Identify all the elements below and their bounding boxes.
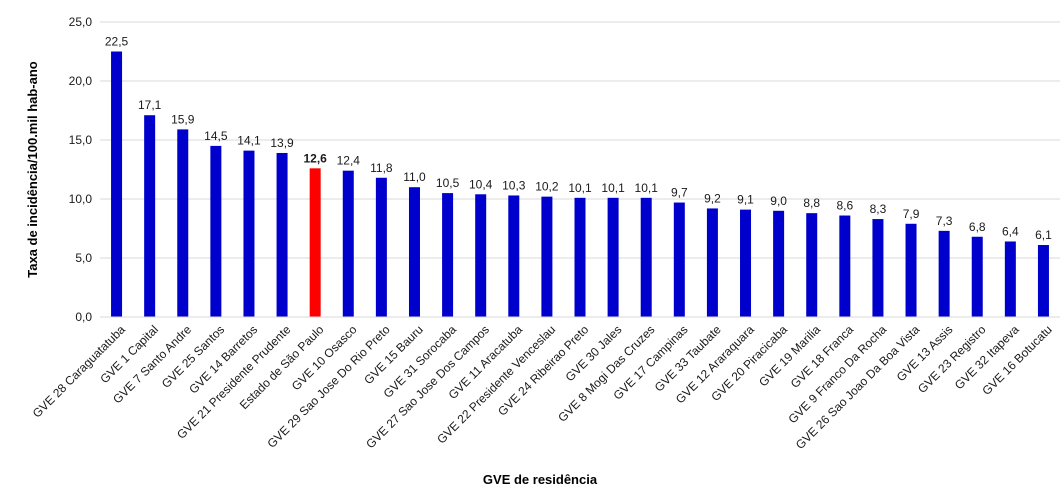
data-label: 12,4 [337, 154, 361, 168]
data-label: 15,9 [171, 112, 195, 126]
data-label: 13,9 [270, 136, 294, 150]
data-label: 17,1 [138, 98, 162, 112]
x-axis-title: GVE de residência [483, 472, 598, 487]
data-label: 11,8 [370, 161, 393, 175]
data-label: 10,2 [535, 180, 559, 194]
y-tick-label: 20,0 [69, 74, 93, 88]
bars [111, 51, 1049, 317]
bar [276, 152, 288, 317]
bar [210, 145, 222, 317]
data-label: 22,5 [105, 35, 129, 49]
bar [839, 215, 851, 317]
bar [574, 197, 586, 317]
y-tick-label: 0,0 [75, 310, 92, 324]
data-labels: 22,5 17,1 15,9 14,5 14,1 13,9 12,6 12,4 11,8 11,0… [105, 35, 1052, 243]
y-tick-label: 15,0 [69, 133, 93, 147]
bar [971, 236, 983, 317]
data-label: 10,1 [635, 181, 659, 195]
data-label: 10,1 [601, 181, 625, 195]
bar [111, 51, 123, 317]
data-label: 9,2 [704, 191, 721, 205]
bar [309, 168, 321, 317]
bar [375, 177, 387, 317]
bar [442, 193, 454, 317]
data-label: 9,0 [770, 194, 787, 208]
data-label: 10,1 [568, 181, 592, 195]
data-label: 10,5 [436, 176, 460, 190]
y-axis-ticks: 0,0 5,0 10,0 15,0 20,0 25,0 [69, 15, 93, 324]
bar [1037, 245, 1049, 317]
bar [1004, 241, 1016, 317]
bar [144, 115, 156, 317]
data-label: 10,3 [502, 178, 526, 192]
data-label: 9,7 [671, 186, 688, 200]
data-label: 6,1 [1035, 228, 1052, 242]
data-label: 6,4 [1002, 224, 1019, 238]
y-tick-label: 25,0 [69, 15, 93, 29]
data-label: 8,3 [870, 202, 887, 216]
data-label: 10,4 [469, 177, 493, 191]
bar [342, 170, 354, 317]
y-tick-label: 10,0 [69, 192, 93, 206]
data-label: 12,6 [303, 151, 327, 165]
y-axis-title: Taxa de incidência/100.mil hab-ano [25, 61, 40, 278]
bar [673, 202, 685, 317]
bar [640, 197, 652, 317]
bar [806, 213, 818, 317]
bar [773, 210, 785, 317]
bar [475, 194, 487, 317]
data-label: 7,9 [903, 207, 920, 221]
bar [408, 187, 420, 317]
data-label: 7,3 [936, 214, 953, 228]
bar [905, 223, 917, 317]
bar [607, 197, 619, 317]
bar [740, 209, 752, 317]
data-label: 8,8 [803, 196, 820, 210]
data-label: 11,0 [403, 170, 426, 184]
data-label: 6,8 [969, 220, 986, 234]
gridlines [100, 21, 1060, 259]
data-label: 14,5 [204, 129, 228, 143]
data-label: 14,1 [237, 134, 261, 148]
data-label: 9,1 [737, 193, 754, 207]
y-tick-label: 5,0 [75, 251, 92, 265]
bar [872, 219, 884, 317]
bar [508, 195, 520, 317]
bar [706, 208, 718, 317]
bar [177, 129, 189, 317]
bar [243, 150, 255, 317]
bar [541, 196, 553, 317]
bar [938, 230, 950, 317]
data-label: 8,6 [836, 199, 853, 213]
